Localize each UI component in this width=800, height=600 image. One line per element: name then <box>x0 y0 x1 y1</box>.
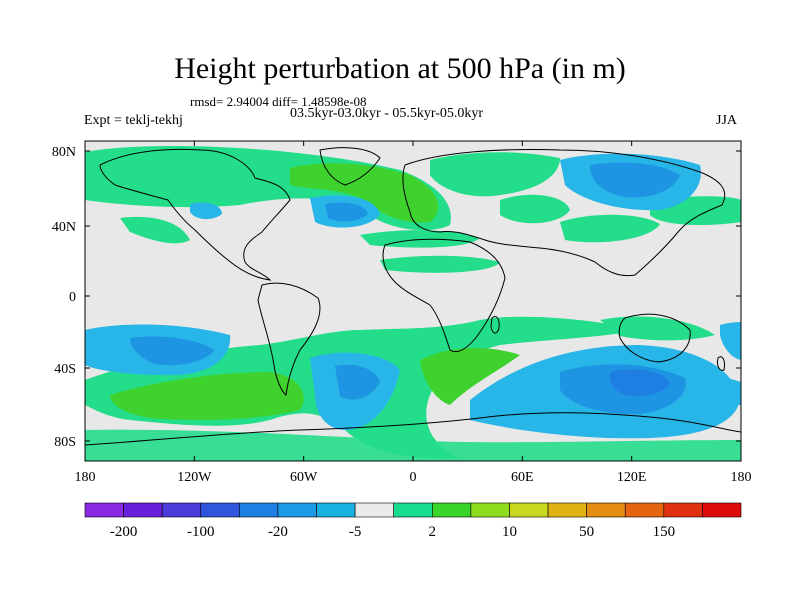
period-text: 03.5kyr-03.0kyr - 05.5kyr-05.0kyr <box>290 106 484 121</box>
colorbar <box>84 502 742 518</box>
lon-label: 180 <box>75 470 96 485</box>
pos-region-east-pacific <box>120 216 190 244</box>
coast-new-zealand <box>717 356 725 371</box>
coast-antarctica <box>85 412 741 446</box>
lat-label: 0 <box>69 290 76 305</box>
neg-region-north-pacific-core <box>590 162 680 198</box>
map-title: Height perturbation at 500 hPa (in m) <box>174 52 626 85</box>
pos-region-antarctic <box>85 429 741 461</box>
stats-text: rmsd= 2.94004 diff= 1.48598e-08 <box>190 94 367 109</box>
longitude-labels: 180 120W 60W 0 60E 120E 180 <box>75 470 752 485</box>
colorbar-swatch <box>123 502 163 518</box>
coast-north-america <box>99 148 291 281</box>
colorbar-swatch <box>239 502 279 518</box>
pos-region-central-asia <box>500 194 570 224</box>
neg-region-dateline-south <box>720 322 741 360</box>
season-label: JJA <box>716 113 738 128</box>
neg-region-atlantic-core <box>325 202 368 222</box>
pos-region-siberia <box>430 152 560 197</box>
colorbar-labels: -200 -100 -20 -5 2 10 50 150 <box>110 524 675 540</box>
lat-label: 80N <box>52 145 76 160</box>
colorbar-label: -200 <box>110 524 138 540</box>
latitude-labels: 80N 40N 0 40S 80S <box>52 145 76 450</box>
colorbar-swatch <box>663 502 703 518</box>
colorbar-swatch <box>509 502 549 518</box>
coast-eurasia <box>402 149 726 277</box>
pos-region-greenland <box>290 163 439 223</box>
colorbar-swatch <box>200 502 240 518</box>
experiment-label: Expt = teklj-tekhj <box>84 113 183 128</box>
colorbar-swatch <box>84 502 124 518</box>
lon-label: 120E <box>617 470 647 485</box>
neg-region-south-atlantic-core <box>335 364 380 400</box>
lat-label: 80S <box>54 435 76 450</box>
neg-region-southern-indian-core <box>609 369 670 396</box>
lon-label: 120W <box>177 470 212 485</box>
colorbar-swatch <box>702 502 742 518</box>
colorbar-label: 10 <box>502 524 517 540</box>
pos-region-australia <box>600 316 715 341</box>
anomaly-field <box>85 146 741 461</box>
lon-label: 180 <box>731 470 752 485</box>
colorbar-label: -20 <box>268 524 288 540</box>
coast-australia <box>618 313 691 363</box>
colorbar-swatch <box>277 502 317 518</box>
coast-greenland <box>319 147 381 186</box>
colorbar-swatch <box>316 502 356 518</box>
coast-madagascar <box>490 315 500 334</box>
colorbar-label: -5 <box>349 524 362 540</box>
colorbar-swatch <box>586 502 626 518</box>
lon-label: 0 <box>410 470 417 485</box>
lat-label: 40S <box>54 362 76 377</box>
colorbar-swatch <box>624 502 665 518</box>
coast-south-america <box>257 282 321 396</box>
colorbar-swatch <box>161 502 202 518</box>
colorbar-label: 2 <box>429 524 437 540</box>
pos-region-mideast <box>560 214 660 243</box>
lon-label: 60E <box>511 470 534 485</box>
pos-region-sahara <box>380 255 500 273</box>
neg-region-southern-east <box>700 377 741 405</box>
colorbar-label: -100 <box>187 524 215 540</box>
lat-label: 40N <box>52 220 76 235</box>
pos-region-south-indian <box>420 348 520 405</box>
colorbar-label: 50 <box>579 524 594 540</box>
coastlines <box>85 147 741 446</box>
pos-region-south-pacific <box>110 372 304 420</box>
colorbar-swatch <box>431 502 472 518</box>
negative-anomaly-regions <box>85 153 741 439</box>
colorbar-swatch <box>393 502 433 518</box>
neg-region-south-pacific-core <box>130 336 215 366</box>
axis-ticks <box>84 141 742 461</box>
colorbar-swatch <box>547 502 587 518</box>
colorbar-label: 150 <box>653 524 676 540</box>
lon-label: 60W <box>290 470 318 485</box>
colorbar-swatch <box>470 502 510 518</box>
colorbar-swatch <box>354 502 395 518</box>
neg-region-pacific-small <box>190 202 222 220</box>
coast-africa <box>382 238 506 353</box>
